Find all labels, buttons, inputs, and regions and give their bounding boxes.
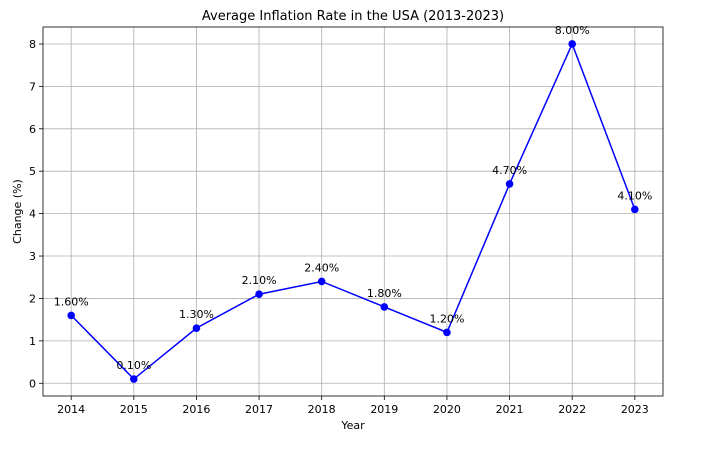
data-labels: 1.60% 0.10% 1.30% 2.10% 2.40% 1.80% 1.20% 4.70%… xyxy=(54,24,653,372)
series xyxy=(67,40,639,383)
data-point xyxy=(380,303,389,311)
x-tick-label: 2015 xyxy=(120,403,148,416)
x-axis: 2014 2015 2016 2017 2018 2019 2020 2021 2022 2023 xyxy=(57,396,649,416)
data-point xyxy=(130,375,138,383)
data-point xyxy=(192,324,201,332)
data-label: 1.60% xyxy=(54,295,89,308)
y-tick-label: 0 xyxy=(29,377,36,390)
y-tick-label: 3 xyxy=(29,250,36,263)
y-tick-label: 2 xyxy=(29,292,36,305)
y-tick-label: 5 xyxy=(29,165,36,178)
data-label: 4.70% xyxy=(492,164,527,177)
x-tick-label: 2016 xyxy=(182,403,210,416)
series-line xyxy=(70,42,636,381)
x-tick-label: 2020 xyxy=(433,403,461,416)
data-point xyxy=(631,205,639,214)
data-label: 1.30% xyxy=(179,308,214,321)
data-label: 0.10% xyxy=(116,359,151,372)
plot-frame xyxy=(42,26,664,397)
y-tick-label: 8 xyxy=(29,38,36,51)
x-tick-label: 2023 xyxy=(621,403,649,416)
data-point xyxy=(255,290,263,299)
x-tick-label: 2018 xyxy=(308,403,336,416)
data-label: 1.80% xyxy=(367,287,402,300)
x-axis-label: Year xyxy=(340,419,365,432)
data-point xyxy=(443,328,451,337)
chart-title: Average Inflation Rate in the USA (2013-… xyxy=(202,9,504,24)
data-point xyxy=(67,311,75,320)
data-point xyxy=(505,180,514,188)
y-tick-label: 7 xyxy=(29,80,36,93)
x-tick-label: 2017 xyxy=(245,403,273,416)
x-tick-label: 2014 xyxy=(57,403,85,416)
data-label: 2.40% xyxy=(304,261,339,274)
grid xyxy=(43,27,663,396)
y-tick-label: 4 xyxy=(29,208,36,221)
data-label: 1.20% xyxy=(429,312,464,325)
y-axis-label: Change (%) xyxy=(11,179,24,244)
y-tick-label: 6 xyxy=(29,123,36,136)
data-label: 8.00% xyxy=(555,24,590,37)
data-point xyxy=(568,40,576,48)
data-label: 4.10% xyxy=(617,189,652,202)
data-label: 2.10% xyxy=(242,274,277,287)
y-axis: 0 1 2 3 4 5 6 7 8 xyxy=(29,38,43,390)
y-tick-label: 1 xyxy=(29,335,36,348)
x-tick-label: 2019 xyxy=(370,403,398,416)
data-point xyxy=(317,277,326,286)
x-tick-label: 2022 xyxy=(558,403,586,416)
x-tick-label: 2021 xyxy=(496,403,524,416)
